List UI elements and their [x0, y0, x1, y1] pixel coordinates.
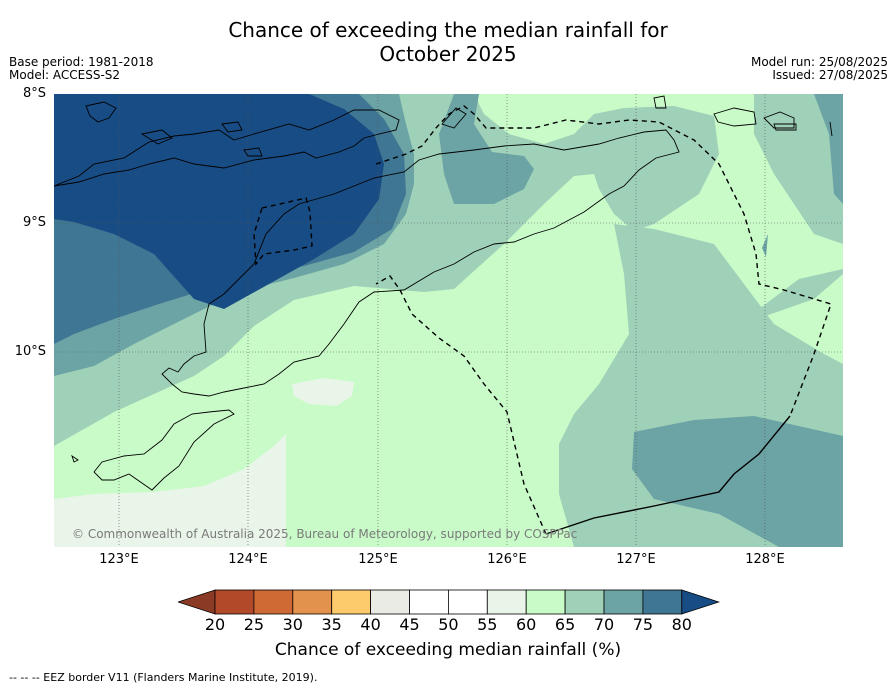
colorbar-tick-55: 55	[477, 615, 498, 634]
title-line-2: October 2025	[379, 42, 517, 66]
rainfall-map[interactable]: © Commonwealth of Australia 2025, Bureau…	[54, 94, 843, 547]
colorbar-segment-30-35	[292, 589, 333, 615]
colorbar-tick-60: 60	[516, 615, 537, 634]
lon-label-123e: 123°E	[99, 552, 139, 567]
model-name: Model: ACCESS-S2	[9, 68, 121, 82]
colorbar-tick-50: 50	[438, 615, 459, 634]
zone-60-65-islet	[532, 254, 550, 270]
colorbar-tick-20: 20	[204, 615, 226, 634]
issued-date: Issued: 27/08/2025	[772, 68, 888, 82]
graticule	[54, 94, 843, 547]
colorbar-tick-80: 80	[671, 615, 692, 634]
colorbar-tick-70: 70	[593, 615, 615, 634]
lon-label-128e: 128°E	[745, 552, 785, 567]
eez-legend-note: -- -- -- EEZ border V11 (Flanders Marine…	[9, 671, 318, 684]
colorbar-tick-30: 30	[282, 615, 303, 634]
lat-label-8s: 8°S	[22, 86, 46, 101]
coastlines	[54, 95, 833, 491]
colorbar-segment-20-25	[214, 589, 255, 615]
lon-label-127e: 127°E	[616, 552, 656, 567]
colorbar-tick-25: 25	[243, 615, 265, 634]
colorbar-segment-40-45	[370, 589, 410, 615]
colorbar	[178, 589, 720, 615]
base-period: Base period: 1981-2018	[9, 55, 154, 69]
meta-left: Base period: 1981-2018 Model: ACCESS-S2	[9, 56, 154, 82]
lat-label-10s: 10°S	[14, 344, 46, 359]
map-title: Chance of exceeding the median rainfall …	[0, 18, 896, 66]
colorbar-segment-35-40	[331, 589, 371, 615]
colorbar-arrow-low	[178, 589, 216, 615]
lon-label-125e: 125°E	[358, 552, 398, 567]
colorbar-segment-70-75	[603, 589, 644, 615]
colorbar-segment-65-70	[564, 589, 605, 615]
colorbar-arrow-high	[681, 589, 720, 615]
meta-right: Model run: 25/08/2025 Issued: 27/08/2025	[751, 56, 888, 82]
zone-55-60-island	[292, 378, 354, 406]
colorbar-tick-35: 35	[321, 615, 342, 634]
colorbar-segment-60-65	[525, 589, 566, 615]
colorbar-segment-55-60	[486, 589, 527, 615]
eez-border	[253, 105, 832, 535]
colorbar-segment-45-50	[409, 589, 449, 615]
colorbar-segment-50-55	[447, 589, 488, 615]
colorbar-tick-75: 75	[632, 615, 654, 634]
lat-label-9s: 9°S	[22, 215, 46, 230]
zone-55-60-south	[54, 434, 286, 547]
colorbar-tick-45: 45	[399, 615, 420, 634]
colorbar-tick-65: 65	[554, 615, 576, 634]
lon-label-126e: 126°E	[487, 552, 527, 567]
lon-label-124e: 124°E	[228, 552, 268, 567]
title-line-1: Chance of exceeding the median rainfall …	[228, 18, 668, 42]
colorbar-tick-40: 40	[360, 615, 381, 634]
model-run: Model run: 25/08/2025	[750, 55, 888, 69]
colorbar-segment-75-80	[642, 589, 683, 615]
colorbar-segment-25-30	[253, 589, 294, 615]
colorbar-label: Chance of exceeding median rainfall (%)	[274, 640, 622, 660]
zone-80-plus	[54, 94, 384, 309]
copyright-notice: © Commonwealth of Australia 2025, Bureau…	[72, 527, 577, 541]
